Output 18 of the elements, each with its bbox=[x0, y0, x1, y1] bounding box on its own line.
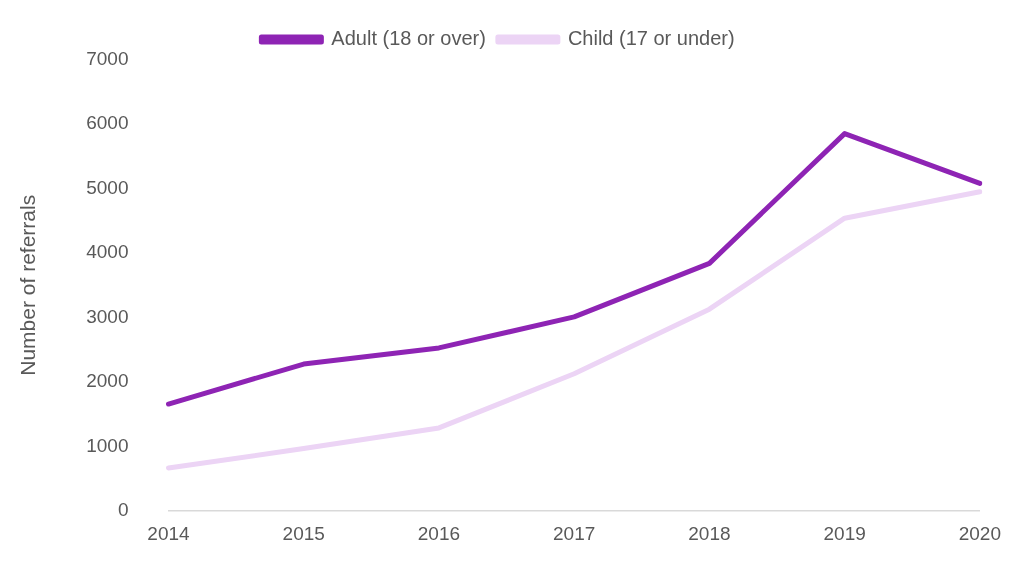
y-tick-label: 2000 bbox=[86, 370, 129, 392]
legend-label: Child (17 or under) bbox=[567, 26, 735, 49]
x-tick-label: 2017 bbox=[553, 522, 596, 544]
y-tick-label: 7000 bbox=[86, 47, 129, 69]
x-tick-label: 2018 bbox=[688, 522, 731, 544]
y-tick-label: 0 bbox=[117, 499, 129, 521]
x-tick-label: 2016 bbox=[417, 522, 461, 544]
y-tick-label: 4000 bbox=[86, 241, 129, 263]
y-tick-label: 6000 bbox=[86, 112, 129, 134]
legend-label: Adult (18 or over) bbox=[331, 26, 486, 49]
x-tick-label: 2014 bbox=[147, 522, 191, 544]
x-tick-label: 2019 bbox=[823, 522, 866, 544]
x-tick-label: 2015 bbox=[282, 522, 325, 544]
y-tick-label: 3000 bbox=[86, 305, 129, 327]
y-tick-label: 1000 bbox=[86, 434, 129, 456]
y-tick-label: 5000 bbox=[86, 176, 129, 198]
x-tick-label: 2020 bbox=[958, 522, 1002, 544]
y-axis-title: Number of referrals bbox=[16, 194, 40, 376]
